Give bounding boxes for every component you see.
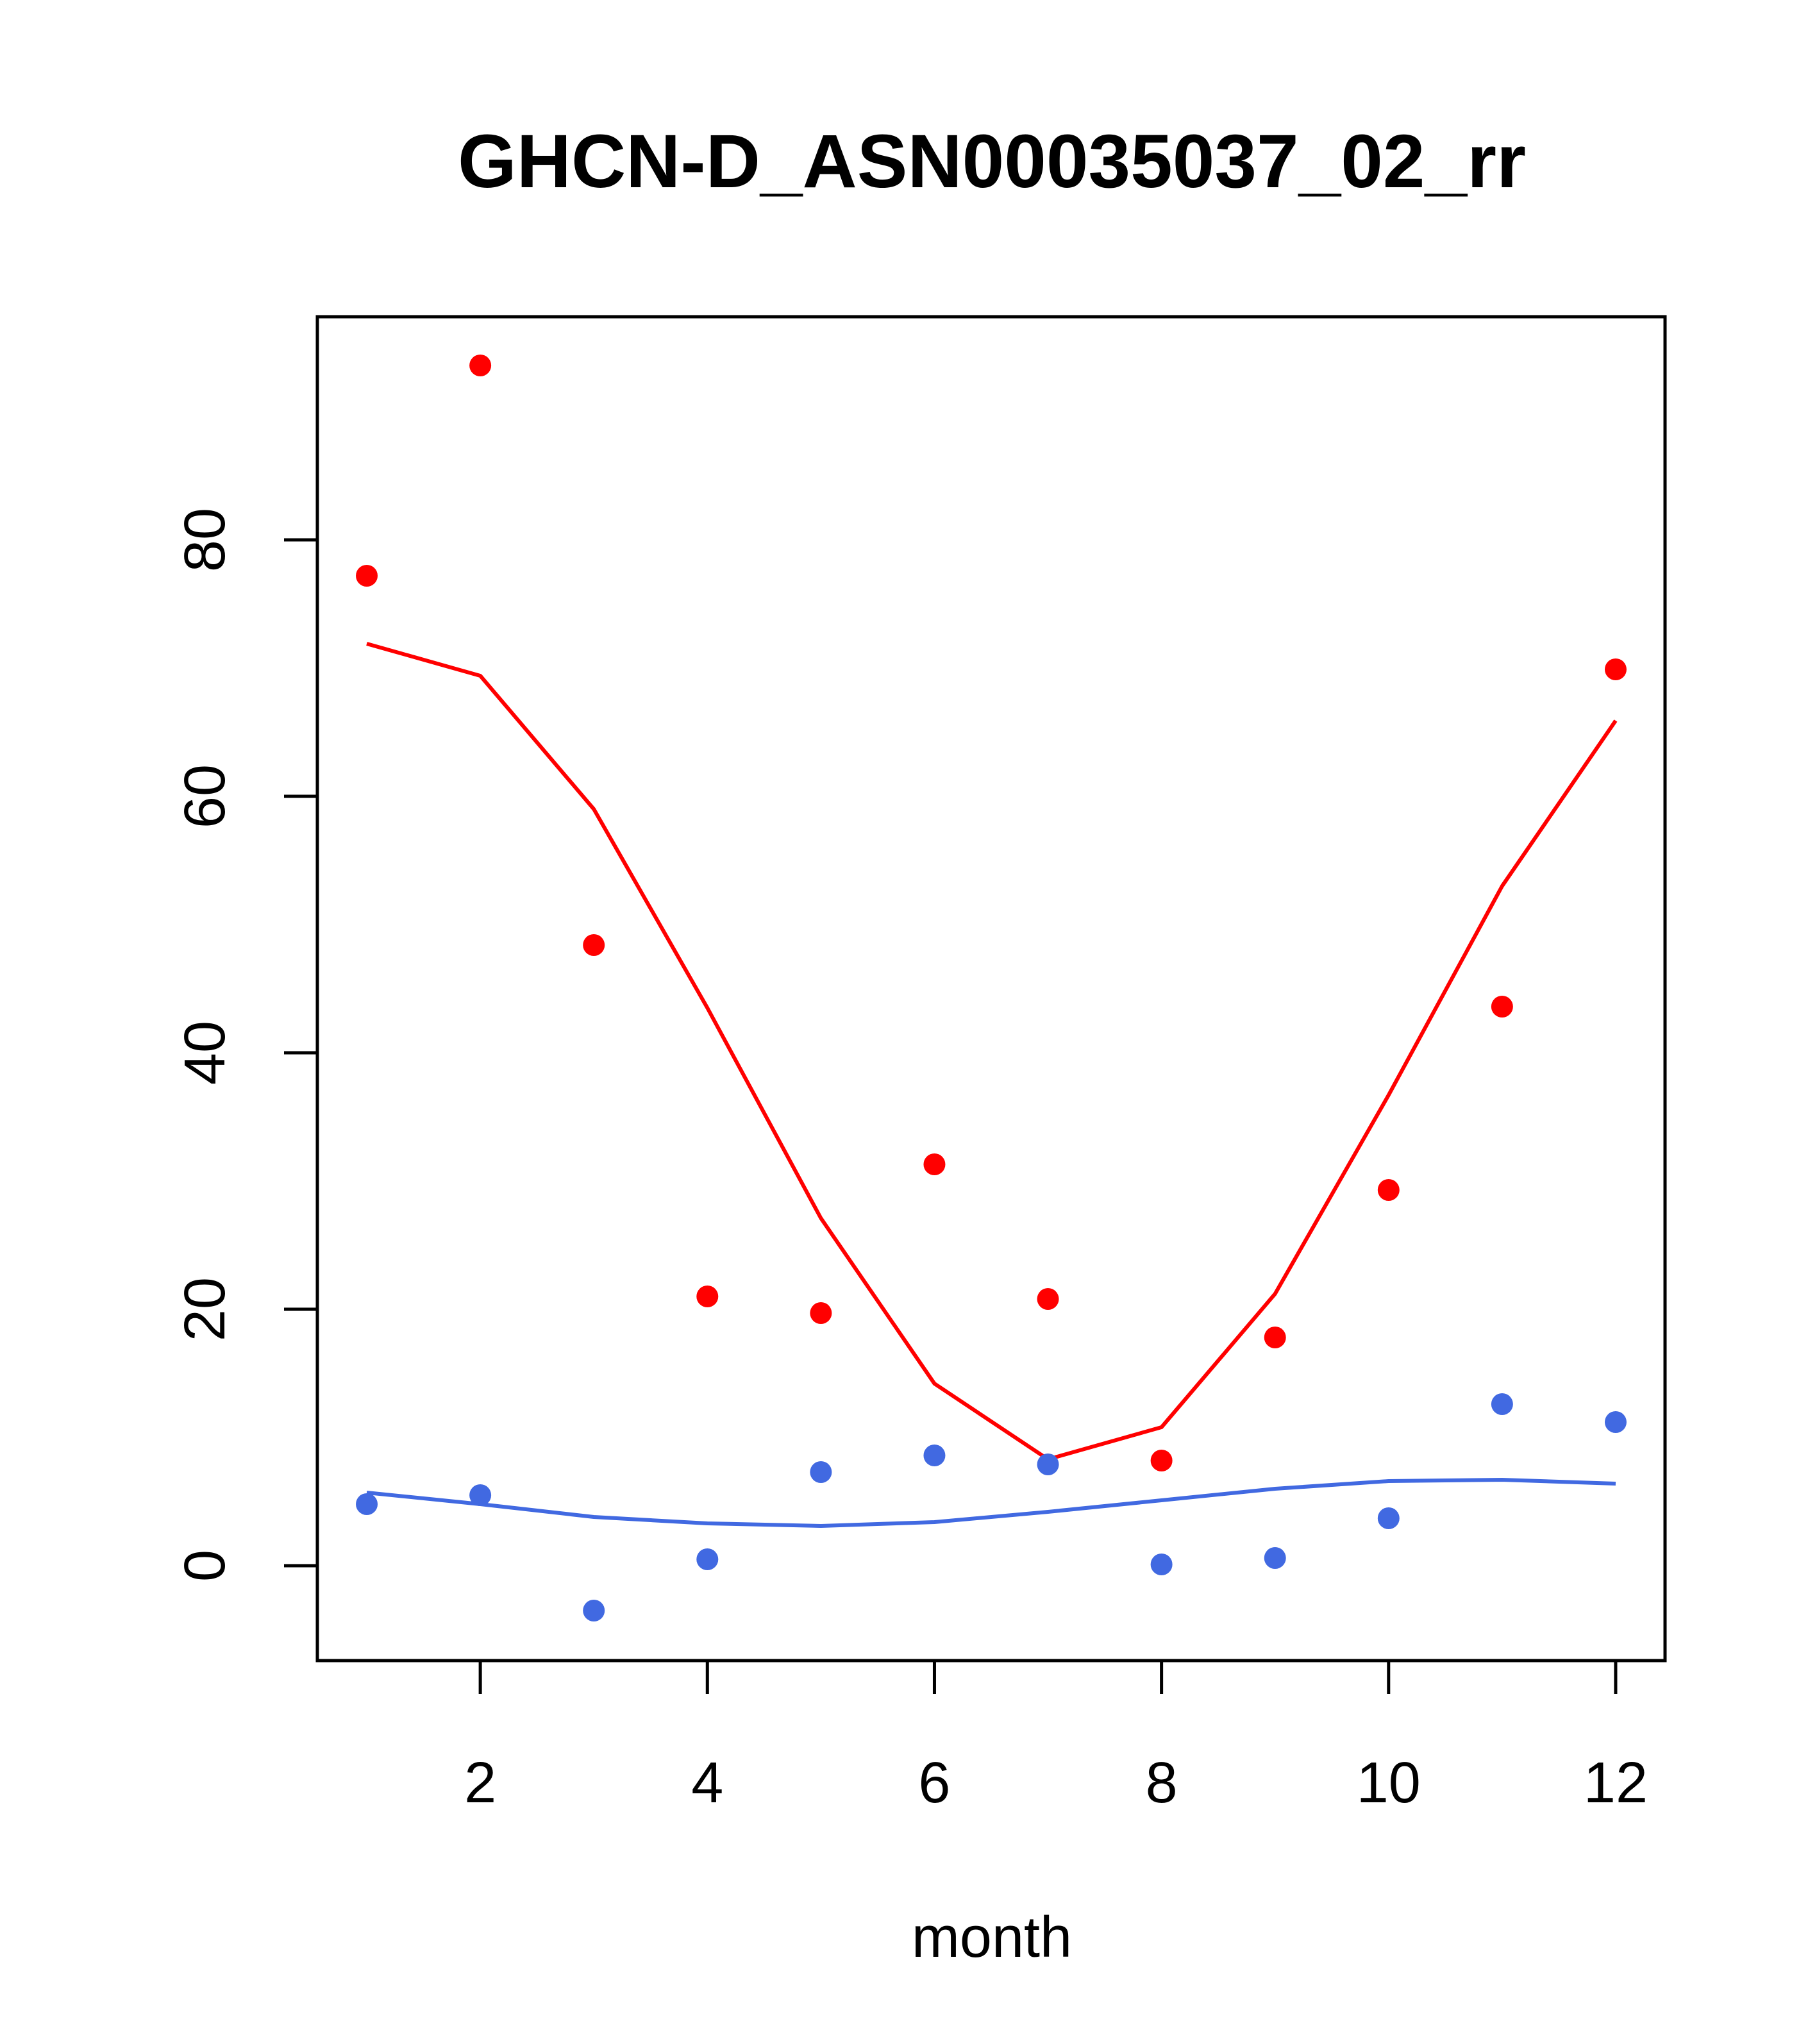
data-point	[1264, 1327, 1286, 1348]
data-point	[1491, 1393, 1513, 1415]
x-tick-label: 2	[464, 1751, 496, 1815]
y-tick-label: 20	[173, 1277, 237, 1341]
data-point	[583, 1600, 605, 1621]
x-tick-label: 8	[1146, 1751, 1178, 1815]
plot-frame	[315, 315, 1667, 1663]
data-point	[810, 1461, 832, 1483]
data-point	[1150, 1554, 1173, 1575]
x-axis: 2 4 6 8 10 12	[464, 1659, 1648, 1815]
chart-title: GHCN-D_ASN00035037_02_rr	[458, 119, 1526, 204]
data-point	[696, 1548, 719, 1570]
data-point	[923, 1153, 946, 1175]
x-axis-label: month	[912, 1906, 1072, 1970]
data-point	[469, 1484, 492, 1506]
y-tick-label: 0	[173, 1550, 237, 1582]
y-axis: 0 20 40 60 80	[173, 508, 319, 1582]
data-point	[696, 1286, 719, 1307]
x-tick-label: 10	[1357, 1751, 1421, 1815]
data-point	[356, 1493, 378, 1515]
data-point	[356, 565, 378, 587]
x-tick-label: 6	[918, 1751, 950, 1815]
y-tick-label: 80	[173, 508, 237, 572]
series-points	[356, 355, 1627, 1621]
series-line-1	[366, 1478, 1616, 1528]
y-tick-label: 60	[173, 764, 237, 828]
data-point	[1604, 658, 1627, 680]
x-tick-label: 4	[691, 1751, 723, 1815]
data-point	[1491, 996, 1513, 1018]
data-point	[1377, 1179, 1400, 1201]
data-point	[1150, 1450, 1173, 1471]
data-point	[810, 1302, 832, 1324]
data-point	[1037, 1453, 1059, 1475]
series-lines	[366, 642, 1618, 1528]
data-point	[1264, 1547, 1286, 1569]
data-point	[923, 1445, 946, 1466]
data-point	[1604, 1411, 1627, 1433]
data-point	[583, 934, 605, 956]
data-point	[469, 355, 492, 376]
y-tick-label: 40	[173, 1021, 237, 1085]
series-line-0	[366, 642, 1618, 1461]
data-point	[1377, 1507, 1400, 1529]
x-tick-label: 12	[1584, 1751, 1648, 1815]
data-point	[1037, 1288, 1059, 1310]
